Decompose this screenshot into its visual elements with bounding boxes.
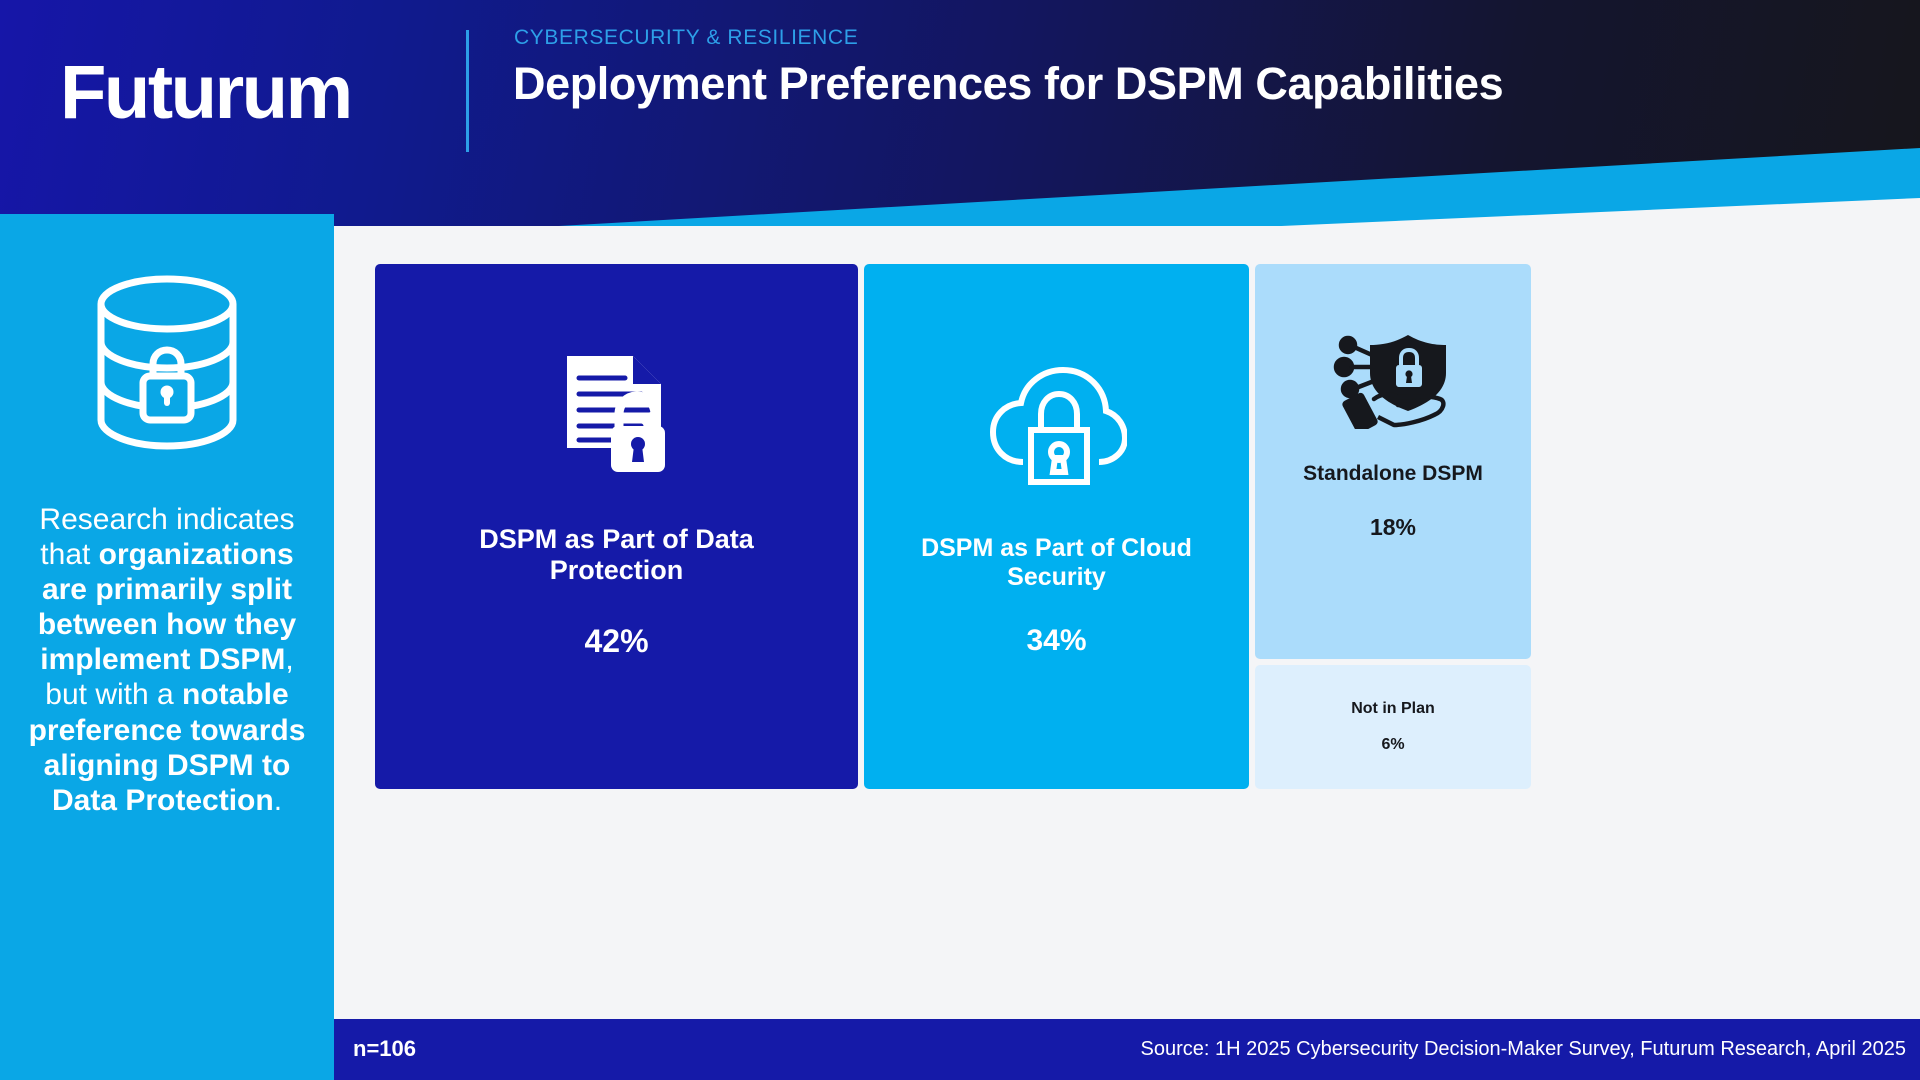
callout-bold-1: organizations are primarily split betwee… [37,538,297,677]
source-label: Source: 1H 2025 Cybersecurity Decision-M… [1140,1038,1906,1060]
callout-plain-1: Research indicates that [39,503,295,572]
page-title: Deployment Preferences for DSPM Capabili… [513,58,1504,109]
futurum-logo: Futurum [60,50,353,135]
callout-plain-3: . [273,783,283,817]
chart-panel: DSPM as Part of Data Protection 42% DSPM… [334,226,1920,1019]
card-column-right: Standalone DSPM 18% Not in Plan 6% [1255,264,1531,789]
header-banner: Futurum CYBERSECURITY & RESILIENCE Deplo… [0,0,1920,282]
card-value: 18% [1369,514,1417,541]
card-value: 34% [1026,624,1087,657]
callout-plain-2: , but with a [45,643,294,712]
card-group: DSPM as Part of Data Protection 42% DSPM… [375,264,1879,789]
card-dspm-data-protection[interactable]: DSPM as Part of Data Protection 42% [375,264,858,789]
logo-divider [466,30,469,152]
card-standalone-dspm[interactable]: Standalone DSPM 18% [1255,264,1531,659]
shield-lock-hand-icon [1330,334,1456,429]
card-label: Standalone DSPM [1303,462,1483,485]
card-value: 6% [1381,736,1405,754]
card-label: DSPM as Part of Data Protection [479,524,754,586]
database-lock-icon [91,272,243,458]
sample-size-label: n=106 [353,1036,416,1061]
sidebar: Research indicates that organizations ar… [0,214,334,1080]
card-not-in-plan[interactable]: Not in Plan 6% [1255,665,1531,789]
sidebar-callout: Research indicates that organizations ar… [16,502,318,818]
cloud-lock-icon [987,364,1127,492]
card-label: DSPM as Part of Cloud Security [921,534,1192,591]
card-label: Not in Plan [1351,699,1435,717]
footer-bar: n=106 Source: 1H 2025 Cybersecurity Deci… [334,1019,1920,1080]
document-lock-icon [561,352,673,476]
callout-bold-2: notable preference towards aligning DSPM… [28,678,306,817]
footer-left-strip [0,1019,334,1080]
card-value: 42% [584,622,649,659]
header-eyebrow: CYBERSECURITY & RESILIENCE [514,26,859,49]
card-dspm-cloud-security[interactable]: DSPM as Part of Cloud Security 34% [864,264,1249,789]
